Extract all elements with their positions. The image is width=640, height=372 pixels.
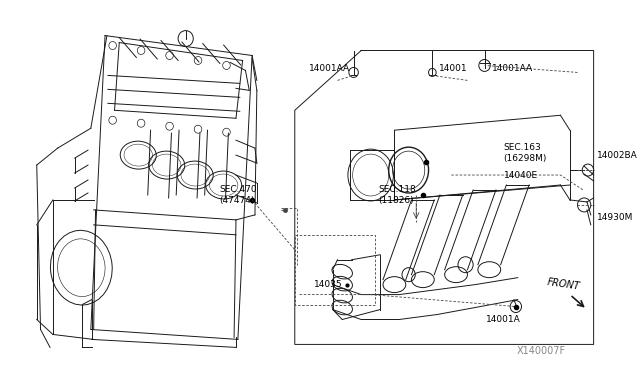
- Text: 14930M: 14930M: [596, 214, 633, 222]
- Text: X140007F: X140007F: [517, 346, 566, 356]
- Text: SEC.118
(11826): SEC.118 (11826): [378, 185, 416, 205]
- Text: FRONT: FRONT: [546, 278, 580, 292]
- Text: 14001A: 14001A: [486, 315, 521, 324]
- Text: 14001: 14001: [439, 64, 468, 73]
- Text: 14002BA: 14002BA: [596, 151, 637, 160]
- Text: 14001AA: 14001AA: [492, 64, 533, 73]
- Text: SEC.163
(16298M): SEC.163 (16298M): [504, 144, 547, 163]
- Text: 14035: 14035: [314, 280, 342, 289]
- Text: SEC.470
(47474): SEC.470 (47474): [219, 185, 257, 205]
- Text: 14040E: 14040E: [504, 170, 538, 180]
- Text: 14001AA: 14001AA: [309, 64, 350, 73]
